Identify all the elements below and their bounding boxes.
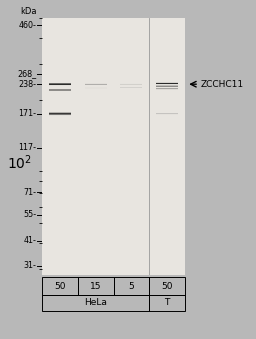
Text: 171-: 171- (19, 109, 37, 118)
Text: HeLa: HeLa (84, 298, 107, 307)
Text: 238-: 238- (19, 80, 37, 89)
Text: 55-: 55- (24, 210, 37, 219)
Text: 117-: 117- (19, 143, 37, 152)
Text: 15: 15 (90, 281, 101, 291)
Text: 50: 50 (161, 281, 173, 291)
Text: 31-: 31- (24, 261, 37, 271)
Text: 50: 50 (54, 281, 66, 291)
Text: T: T (164, 298, 170, 307)
Text: kDa: kDa (20, 7, 37, 16)
Text: ZCCHC11: ZCCHC11 (200, 80, 243, 89)
Text: 41-: 41- (24, 237, 37, 245)
Text: 71-: 71- (24, 187, 37, 197)
Text: 5: 5 (129, 281, 134, 291)
Text: 268_: 268_ (17, 69, 37, 78)
Text: 460-: 460- (19, 21, 37, 30)
